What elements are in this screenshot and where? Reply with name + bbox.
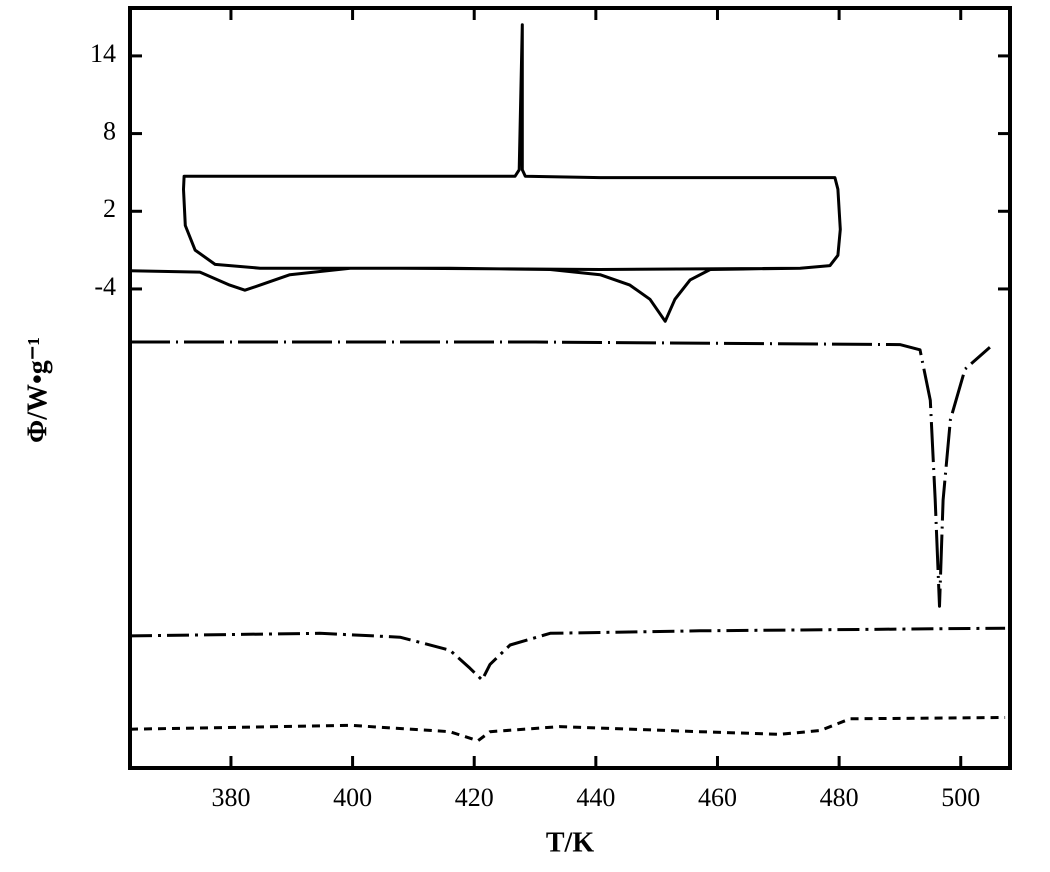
y-tick-label: -4 <box>94 272 116 301</box>
x-tick-label: 380 <box>211 783 250 812</box>
curve <box>129 716 1006 743</box>
x-tick-label: 440 <box>576 783 615 812</box>
y-tick-label: 8 <box>103 117 116 146</box>
curve <box>130 340 991 608</box>
y-tick-label: 14 <box>90 39 116 68</box>
plot-frame <box>128 6 1012 770</box>
x-tick-label: 460 <box>698 783 737 812</box>
x-tick-label: 480 <box>820 783 859 812</box>
curve <box>129 23 842 323</box>
y-axis-title: Φ/W•g⁻¹ <box>22 337 53 443</box>
x-tick-label: 400 <box>333 783 372 812</box>
y-tick-label: 2 <box>103 194 116 223</box>
x-tick-label: 420 <box>455 783 494 812</box>
curve <box>129 626 1006 682</box>
x-tick-label: 500 <box>941 783 980 812</box>
x-axis-title: T/K <box>546 827 594 858</box>
